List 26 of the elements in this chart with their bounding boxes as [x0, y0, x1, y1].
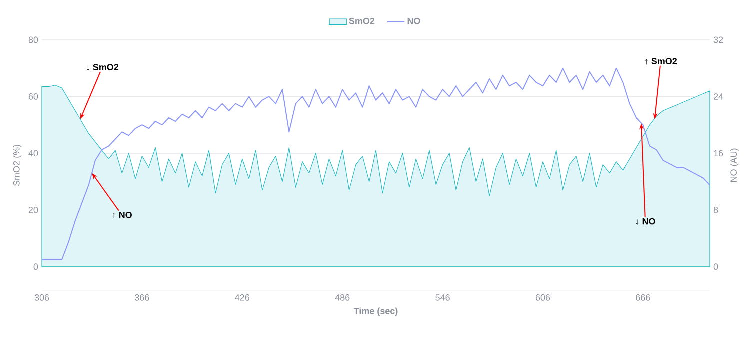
x-tick-label: 606 — [536, 294, 550, 301]
annotation: ↓ SmO2 — [87, 64, 119, 71]
legend-label: SmO2 — [349, 18, 375, 24]
y2-tick-label: 32 — [714, 36, 724, 44]
legend-label: NO — [408, 18, 420, 24]
x-tick-label: 426 — [235, 294, 250, 301]
y-axis-title: SmO2 (%) — [13, 145, 22, 186]
x-tick-label: 306 — [34, 294, 50, 301]
x-tick-label: 666 — [636, 294, 650, 301]
x-tick-label: 366 — [135, 294, 150, 301]
y2-tick-label: 0 — [714, 264, 718, 270]
y-tick-label: 60 — [28, 94, 38, 100]
x-tick-label: 486 — [335, 294, 350, 301]
annotation: ↑ NO — [113, 212, 132, 219]
y2-tick-label: 24 — [714, 94, 724, 100]
y-tick-label: 20 — [28, 206, 38, 214]
y2-tick-label: 16 — [714, 150, 724, 157]
x-axis-title: Time (sec) — [354, 308, 398, 316]
y-tick-label: 80 — [28, 36, 38, 44]
y2-tick-label: 8 — [714, 206, 718, 214]
y-tick-label: 40 — [28, 150, 38, 157]
x-tick-label: 546 — [436, 294, 450, 301]
y-tick-label: 0 — [34, 264, 38, 270]
y2-axis-title: NO (AU) — [730, 148, 739, 182]
annotation: ↓ NO — [636, 218, 656, 225]
annotation: ↑ SmO2 — [646, 58, 678, 65]
